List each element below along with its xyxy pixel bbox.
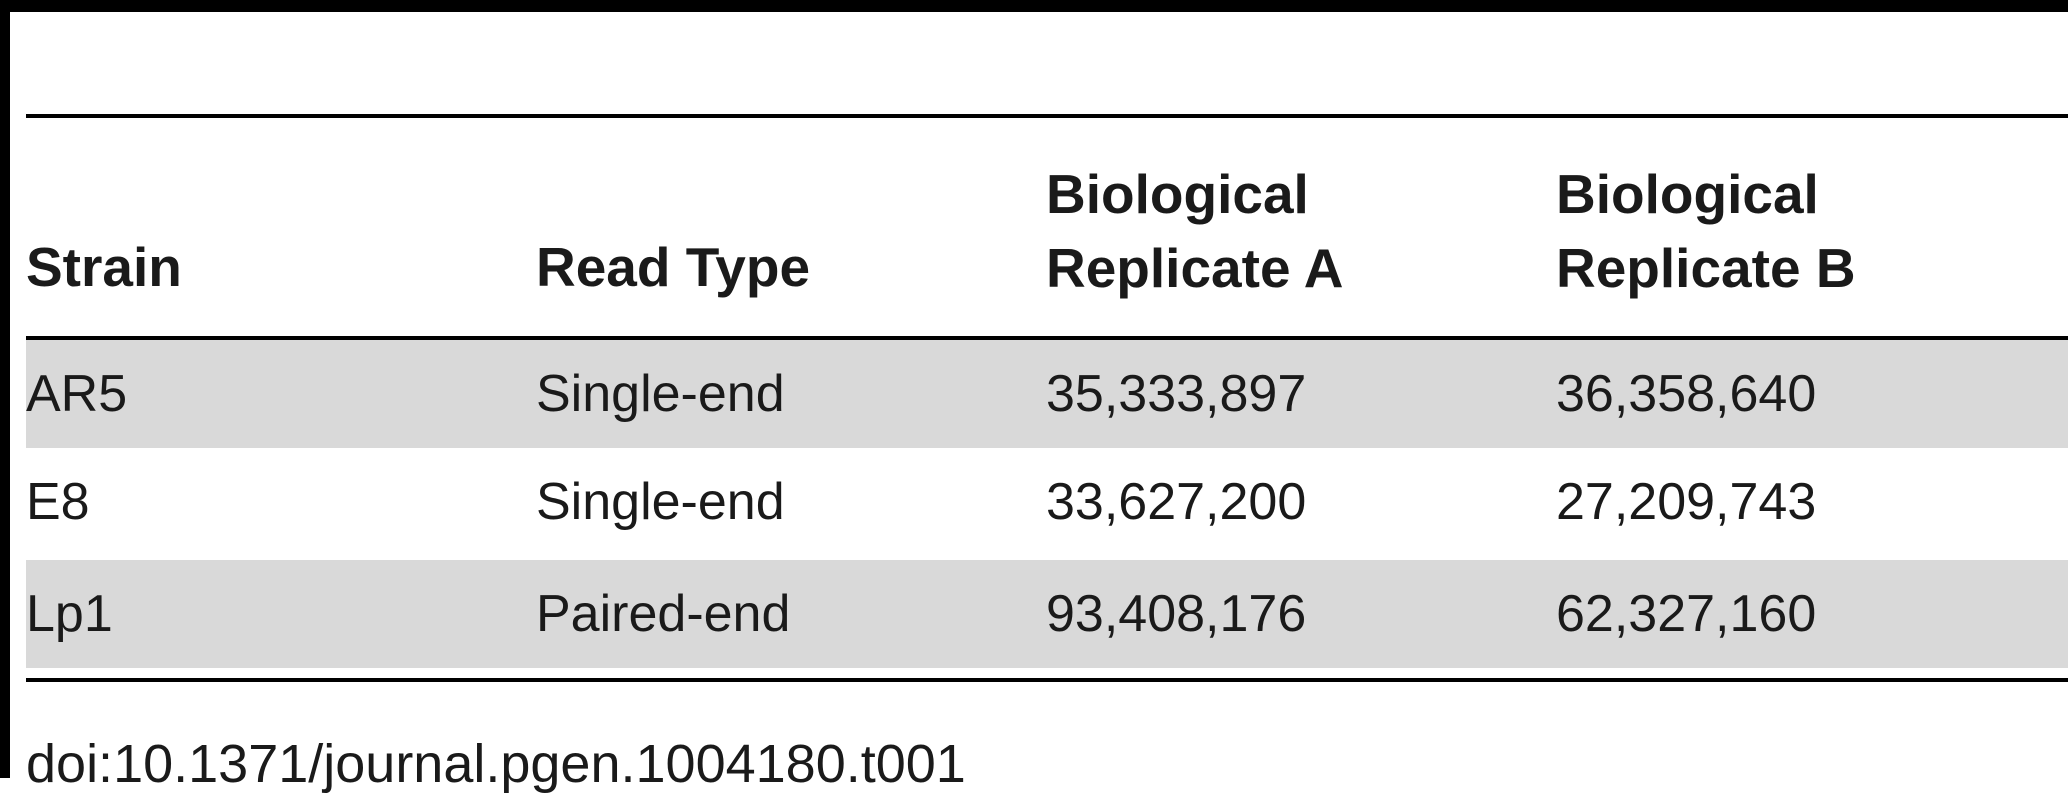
table-row: Lp1 Paired-end 93,408,176 62,327,160: [26, 560, 2068, 668]
cell-read-type: Single-end: [536, 473, 785, 531]
cell-replicate-a: 93,408,176: [1046, 585, 1307, 643]
cell-read-type: Single-end: [536, 365, 785, 423]
cell-replicate-b: 62,327,160: [1556, 585, 1817, 643]
table-row: E8 Single-end 33,627,200 27,209,743: [26, 448, 2068, 556]
cell-read-type: Paired-end: [536, 585, 791, 643]
cell-strain: AR5: [26, 365, 128, 423]
cell-strain: E8: [26, 473, 90, 531]
cell-replicate-b: 27,209,743: [1556, 473, 1817, 531]
cell-strain: Lp1: [26, 585, 113, 643]
doi-caption: doi:10.1371/journal.pgen.1004180.t001: [26, 734, 966, 794]
header-read-type: Read Type: [536, 236, 811, 298]
header-top-rule: [26, 114, 2068, 118]
top-border-rule: [0, 0, 2068, 12]
cell-replicate-a: 33,627,200: [1046, 473, 1307, 531]
header-strain: Strain: [26, 236, 182, 298]
header-body-rule: [26, 336, 2068, 340]
header-replicate-b: Biological Replicate B: [1556, 163, 1856, 299]
table-bottom-rule: [26, 678, 2068, 682]
table-row: AR5 Single-end 35,333,897 36,358,640: [26, 340, 2068, 448]
cell-replicate-a: 35,333,897: [1046, 365, 1307, 423]
header-replicate-a: Biological Replicate A: [1046, 163, 1344, 299]
left-border-rule: [0, 0, 10, 778]
cell-replicate-b: 36,358,640: [1556, 365, 1817, 423]
